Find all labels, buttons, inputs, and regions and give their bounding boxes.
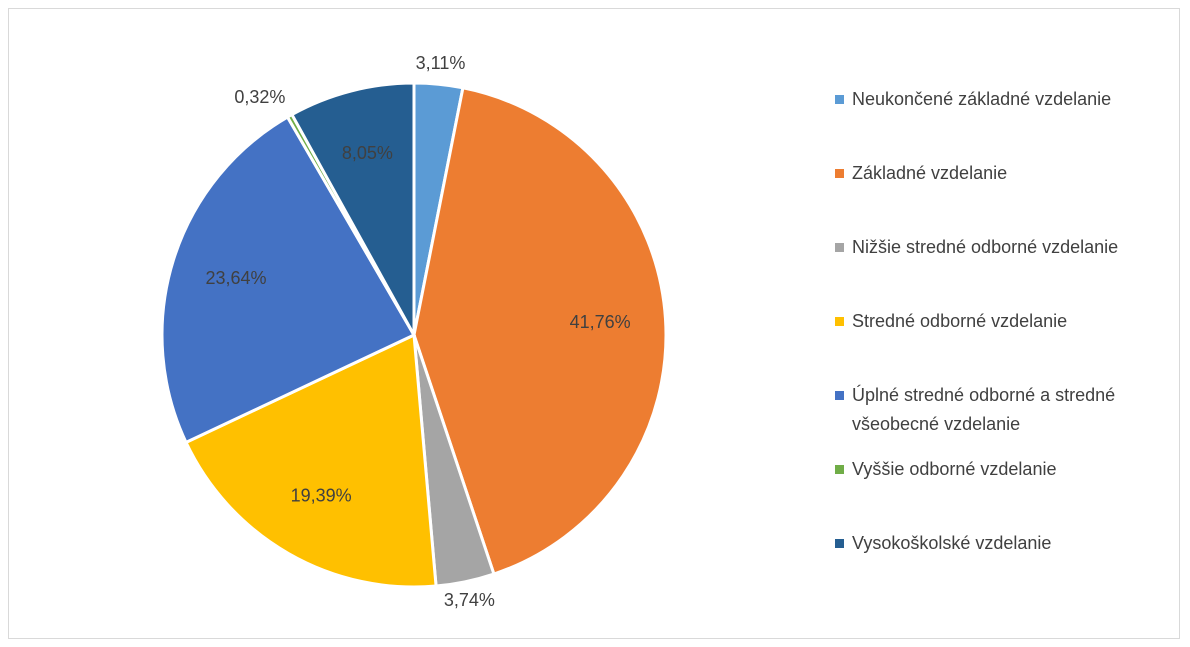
legend-swatch: [835, 539, 844, 548]
data-label: 3,11%: [416, 53, 466, 73]
legend-swatch: [835, 243, 844, 252]
chart-frame: [8, 8, 1180, 639]
legend-swatch: [835, 95, 844, 104]
data-label: 8,05%: [342, 143, 393, 163]
legend-swatch: [835, 317, 844, 326]
legend-label: Nižšie stredné odborné vzdelanie: [852, 237, 1119, 257]
data-label: 3,74%: [444, 590, 495, 610]
legend-item: Vysokoškolské vzdelanie: [835, 529, 1165, 558]
legend-label: Úplné stredné odborné a stredné všeobecn…: [852, 385, 1116, 434]
legend-item: Úplné stredné odborné a stredné všeobecn…: [835, 381, 1165, 439]
legend-label: Vyššie odborné vzdelanie: [852, 459, 1057, 479]
legend-swatch: [835, 465, 844, 474]
legend-item: Neukončené základné vzdelanie: [835, 85, 1165, 114]
legend-item: Základné vzdelanie: [835, 159, 1165, 188]
legend-item: Vyššie odborné vzdelanie: [835, 455, 1165, 484]
legend-swatch: [835, 391, 844, 400]
legend-swatch: [835, 169, 844, 178]
legend-item: Stredné odborné vzdelanie: [835, 307, 1165, 336]
pie-slice: [289, 81, 416, 341]
data-label: 23,64%: [205, 268, 266, 288]
pie-slice: [412, 86, 668, 576]
data-label: 19,39%: [291, 485, 352, 505]
legend-label: Vysokoškolské vzdelanie: [852, 533, 1052, 553]
legend-label: Neukončené základné vzdelanie: [852, 89, 1112, 109]
data-label: 41,76%: [570, 312, 631, 332]
data-label: 0,32%: [234, 87, 285, 107]
pie-slice: [184, 332, 438, 589]
legend-item: Nižšie stredné odborné vzdelanie: [835, 233, 1165, 262]
legend-label: Základné vzdelanie: [852, 163, 1008, 183]
pie-slice: [160, 114, 417, 445]
legend-label: Stredné odborné vzdelanie: [852, 311, 1068, 331]
